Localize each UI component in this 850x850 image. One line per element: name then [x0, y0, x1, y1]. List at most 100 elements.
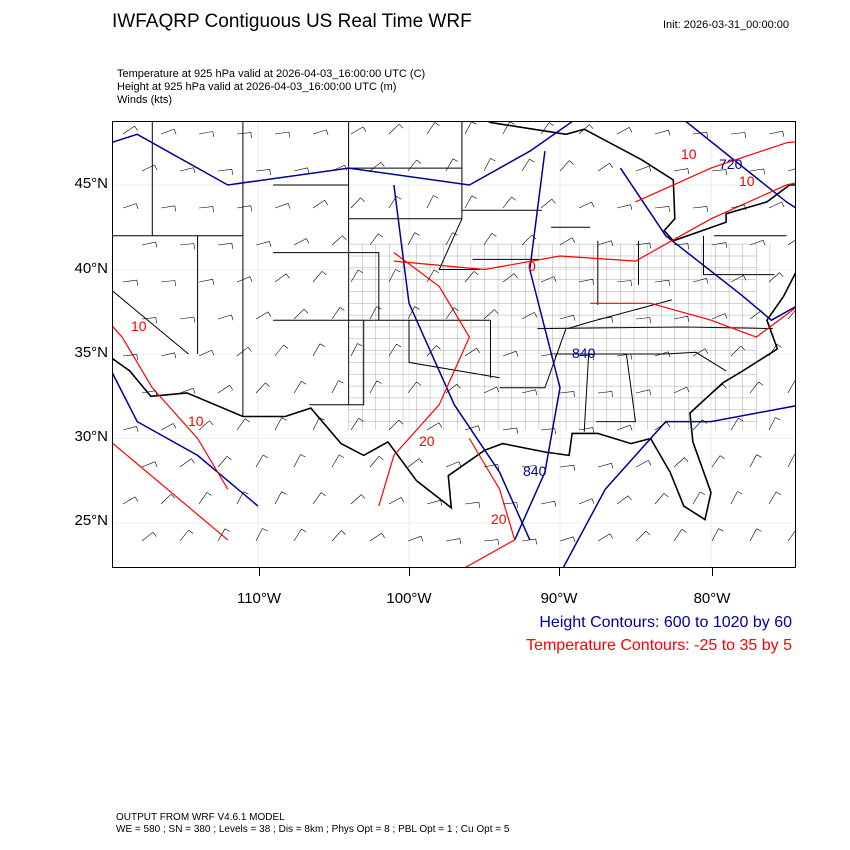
wind-barb [236, 418, 250, 431]
wind-barb [312, 343, 325, 357]
wind-barb [464, 425, 481, 432]
height-contour [685, 122, 795, 209]
wind-barb [578, 278, 595, 285]
wind-barb [369, 380, 382, 394]
wind-barb [350, 418, 364, 431]
wind-barb [217, 456, 232, 468]
wind-barb [407, 306, 420, 320]
wind-barb [597, 316, 613, 323]
wind-barb [540, 500, 557, 507]
wind-barb [521, 465, 537, 472]
wind-barb [654, 206, 670, 213]
wind-barb [407, 381, 422, 394]
wind-barb [198, 279, 215, 285]
wind-barb [692, 131, 708, 138]
wind-barb [312, 492, 326, 505]
wind-barb [730, 204, 747, 211]
wind-barb [350, 197, 365, 209]
wind-barb [217, 528, 230, 542]
wind-barb [198, 131, 215, 138]
wind-barb [502, 196, 517, 209]
wind-barb [635, 165, 652, 172]
wind-barb [255, 382, 270, 394]
wind-barb [616, 495, 632, 505]
temperature-contour-label: 20 [419, 433, 435, 449]
wind-barb [312, 271, 327, 283]
wind-barb [445, 383, 461, 394]
wind-barb [711, 455, 725, 468]
wind-barb [559, 464, 575, 471]
wind-barb [654, 129, 671, 136]
wind-barb [122, 496, 139, 505]
wind-barb [597, 463, 614, 469]
height-contour [113, 122, 573, 186]
wind-barb [350, 126, 367, 135]
wind-barb [122, 354, 138, 361]
temperature-contour-label: 10 [188, 413, 204, 429]
wind-barb [787, 530, 795, 542]
wind-barb [559, 536, 576, 543]
wind-barb [749, 239, 766, 246]
wind-barb [483, 539, 499, 546]
map-panel: 10 720 10 0 10 10 840 20 840 20 [112, 121, 796, 568]
wind-barb [388, 123, 404, 135]
wind-barb [217, 242, 233, 249]
height-contour-label: 840 [572, 345, 596, 361]
wind-barb [255, 241, 272, 247]
wind-barb [445, 461, 462, 468]
wind-barb [160, 280, 176, 287]
wind-barb [141, 390, 157, 397]
wind-barb [293, 380, 307, 394]
wind-barb [616, 127, 633, 135]
height-contour [619, 167, 795, 322]
wind-barb [673, 457, 689, 468]
wind-barb [369, 306, 382, 320]
field-winds: Winds (kts) [117, 94, 172, 106]
wind-barb [445, 538, 462, 545]
wind-barb [768, 491, 782, 505]
wind-barb [122, 203, 139, 209]
wind-barb [141, 241, 158, 248]
wind-barb [350, 343, 363, 357]
wind-barb [787, 310, 795, 320]
wind-barb [179, 316, 195, 323]
wind-barb [236, 491, 249, 505]
height-contour [514, 151, 561, 541]
wind-barb [388, 195, 402, 209]
wind-barb [160, 423, 177, 431]
wind-barb [293, 528, 307, 542]
field-temperature: Temperature at 925 hPa valid at 2026-04-… [117, 68, 426, 80]
state-border [113, 290, 189, 355]
wind-barb [331, 307, 345, 320]
wind-barb [483, 309, 499, 320]
wind-barb [369, 161, 385, 172]
wind-barb [768, 130, 785, 137]
wind-barb [312, 417, 325, 431]
wind-barb [654, 351, 671, 358]
wind-barb [255, 311, 272, 320]
state-border [583, 353, 590, 432]
wind-barb [768, 417, 781, 431]
wind-barb [312, 200, 329, 209]
wind-barb [179, 529, 194, 542]
wind-barb [407, 232, 420, 246]
wind-barb [274, 417, 287, 431]
wind-barb [236, 276, 253, 283]
wind-barb [578, 201, 595, 209]
wind-barb [426, 345, 441, 357]
wind-barb [673, 243, 689, 250]
temperature-contour [465, 438, 516, 567]
wind-barb [426, 122, 440, 135]
wind-barb [521, 158, 535, 172]
wind-barb [559, 391, 575, 398]
wind-barb [654, 421, 671, 431]
wind-barb [179, 243, 195, 250]
wind-barb [236, 132, 252, 139]
plot-title: IWFAQRP Contiguous US Real Time WRF [112, 11, 472, 32]
wind-barb [198, 492, 212, 505]
wind-barb [578, 427, 595, 434]
wind-barb [521, 389, 538, 396]
wind-barb [331, 380, 344, 394]
wind-barb [331, 235, 347, 246]
state-border [665, 351, 727, 372]
